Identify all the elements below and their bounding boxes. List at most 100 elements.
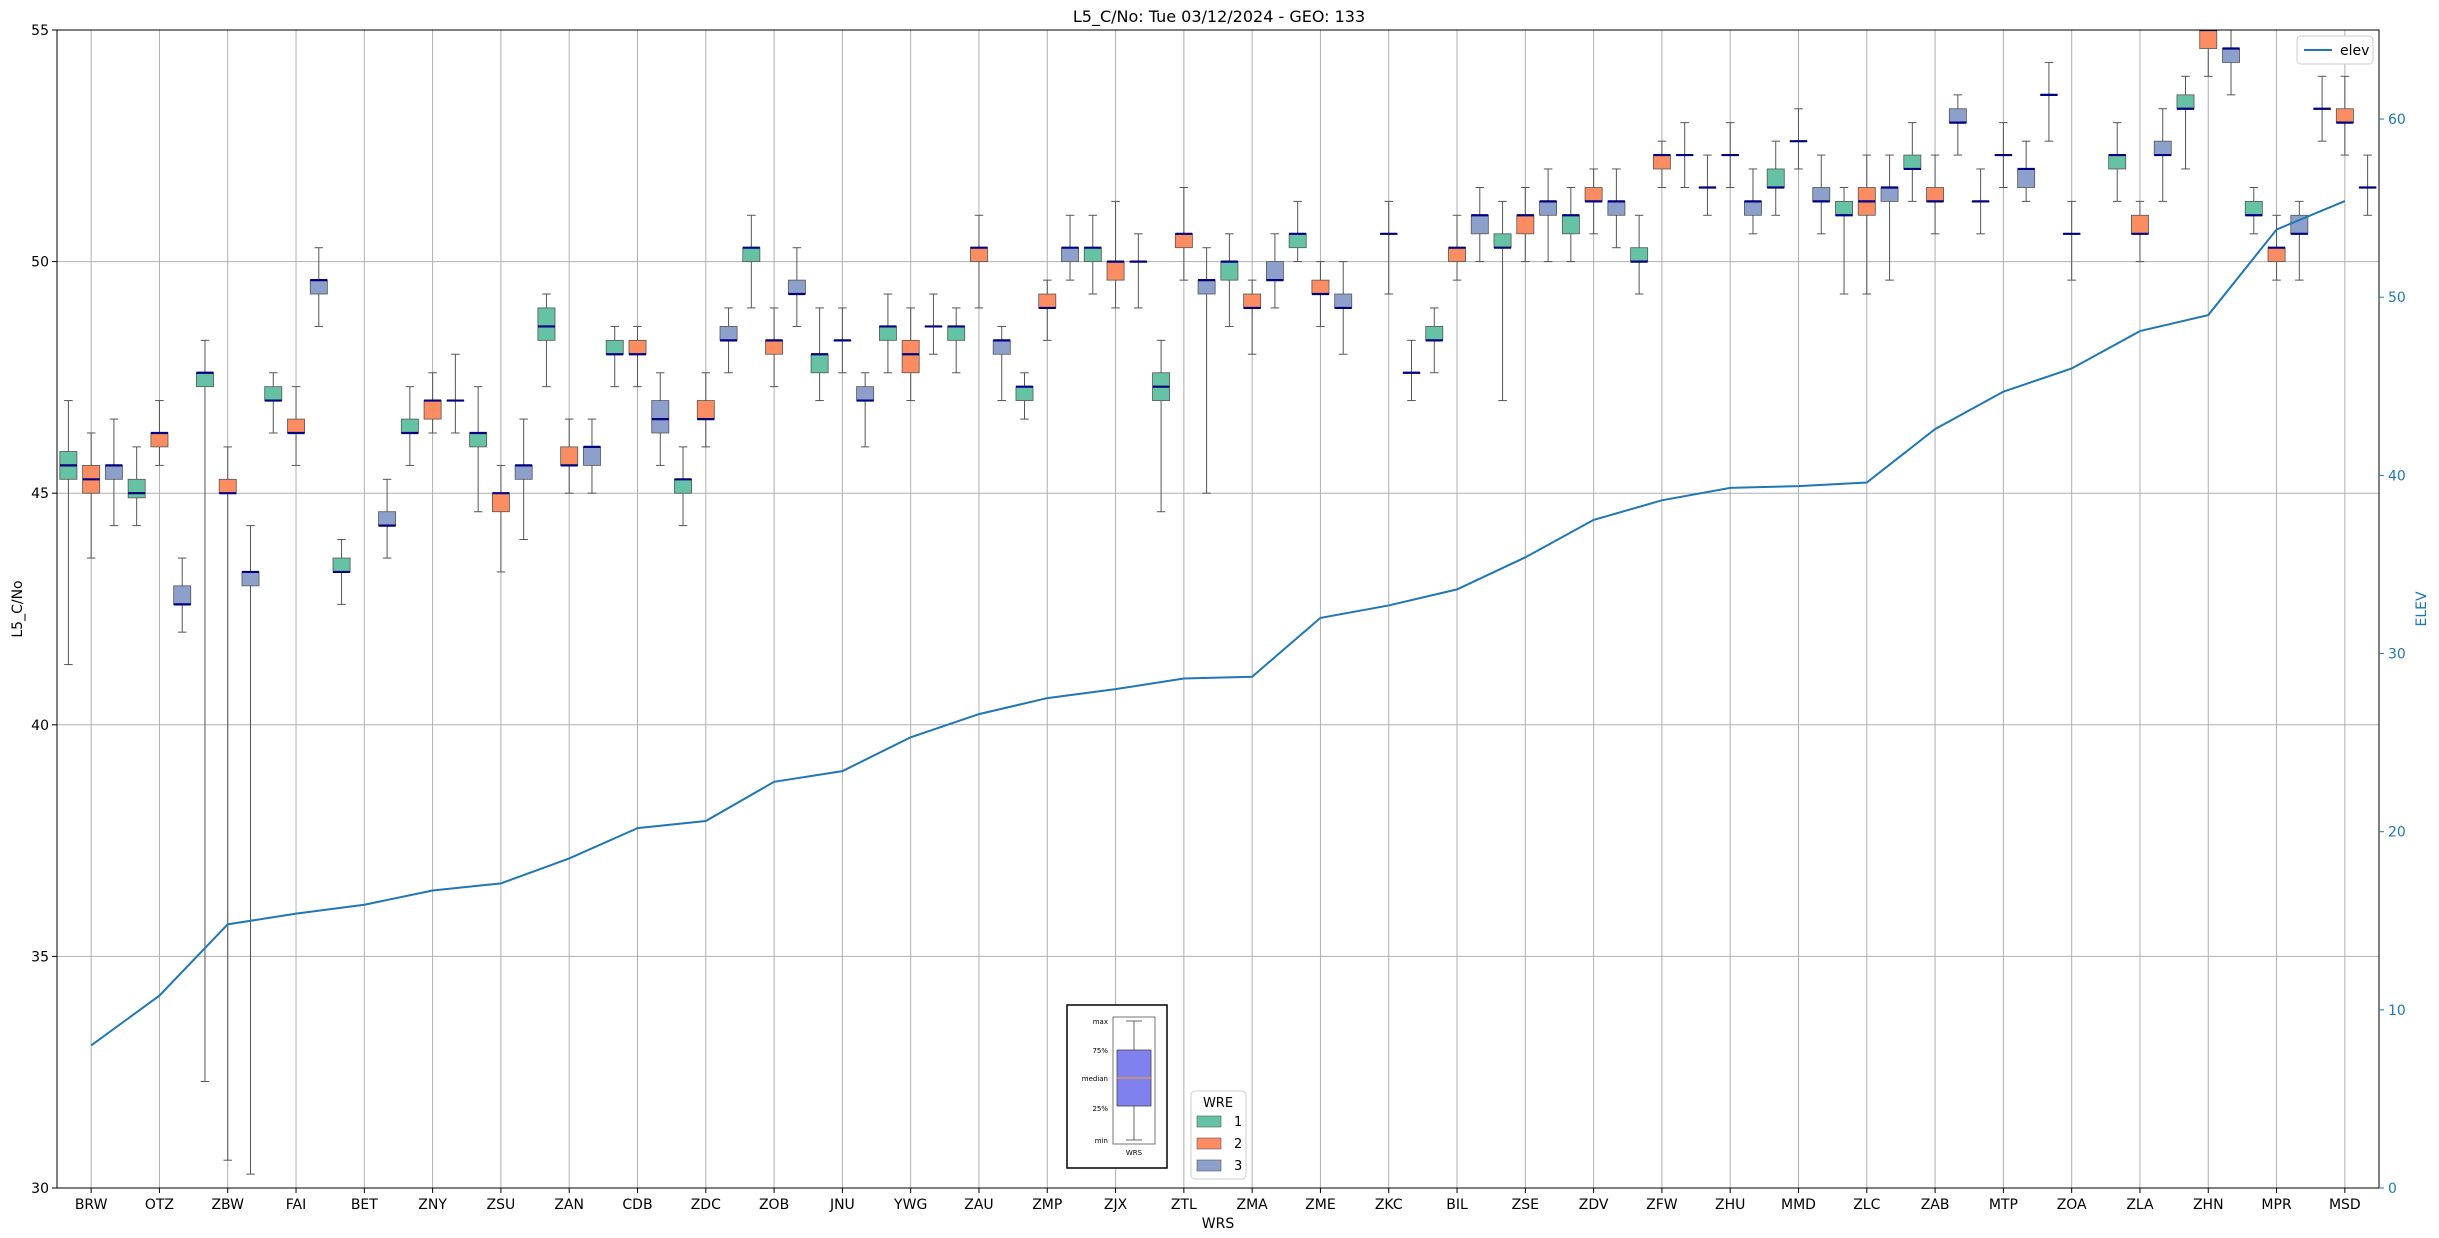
box-iqr [150,432,169,448]
box-iqr [2382,76,2399,77]
box-iqr [264,386,283,401]
box-iqr [1311,279,1330,295]
x-tick-label: ZBW [211,1197,244,1213]
box-ZMA-wre-3 [1265,233,1284,309]
box-iqr [1539,200,1558,216]
x-tick-label: ZLA [2126,1197,2154,1213]
wre-legend: WRE 1 2 3 [1190,1090,1247,1180]
wre-legend-swatch-1 [1196,1115,1222,1128]
box-ZOB-wre-3 [787,247,806,327]
box-ZHU-wre-2 [1721,122,1740,188]
box-ZKC-wre-3 [1402,339,1421,402]
box-iqr [469,432,488,448]
x-tick-label: ZLC [1853,1197,1880,1213]
box-iqr [560,446,579,466]
box-iqr [878,326,897,341]
x-tick-label: OTZ [145,1197,174,1213]
x-tick-label: JNU [829,1197,855,1213]
box-ZLA-wre-3 [2153,108,2172,202]
box-MSD-wre-3 [2358,154,2377,216]
box-ZSE-wre-2 [1516,186,1535,263]
plot-frame [56,29,2380,1189]
box-iqr [2108,154,2127,170]
box-FAI-wre-2 [287,386,305,466]
y2-axis: 0 10 20 30 40 50 60 [2379,112,2406,1197]
x-tick-label: ZSE [1512,1197,1539,1213]
box-BRW-wre-3 [104,418,123,527]
box-ZJX-wre-2 [1106,200,1125,309]
box-iqr [2427,49,2439,50]
y-axis-label: L5_C/No [10,580,26,637]
box-ZTL-wre-2 [1174,186,1193,281]
box-iqr [1630,247,1649,262]
box-ZFW-wre-1 [1630,214,1649,295]
box-BRW-wre-1 [59,400,78,666]
box-iqr [787,279,806,295]
box-ZHN-wre-2 [2199,30,2218,77]
key-label-median: median [1082,1075,1108,1083]
y2-tick-label: 10 [2388,1003,2406,1019]
box-iqr [1197,279,1216,295]
elev-legend-label: elev [2340,43,2369,59]
box-ZDC-wre-1 [674,446,692,527]
key-label-min: min [1095,1137,1108,1145]
y-tick-label: 40 [31,718,49,734]
box-ZBW-wre-2 [218,446,237,1161]
box-iqr [1812,187,1831,202]
box-ZLA-wre-2 [2131,200,2149,263]
box-ZDV-wre-1 [1561,186,1580,263]
x-tick-label: MTP [1989,1197,2018,1213]
box-iqr [173,585,192,605]
x-tick-label: ZDC [691,1197,721,1213]
box-iqr [1243,293,1262,309]
box-ZME-wre-2 [1311,261,1330,327]
box-ZAB-wre-1 [1903,122,1922,202]
box-ZSU-wre-3 [514,418,533,541]
box-ZBW-wre-1 [196,339,214,1082]
box-MPR-wre-1 [2244,186,2263,235]
x-tick-label: ZFW [1646,1197,1678,1213]
box-MPR-wre-2 [2267,214,2286,281]
x-tick-label: ZOA [2057,1197,2087,1213]
box-iqr [1516,214,1535,235]
x-tick-label: ZME [1305,1197,1336,1213]
box-ZAN-wre-1 [537,293,556,388]
x-tick-label: BRW [75,1197,108,1213]
box-iqr [810,353,829,374]
box-ZFW-wre-3 [1675,122,1694,188]
x-tick-label: FAI [286,1197,306,1213]
box-iqr [2222,48,2240,63]
box-iqr [332,557,351,573]
box-iqr [378,511,397,527]
box-iqr [1448,247,1466,262]
box-iqr [1744,200,1762,216]
x-tick-label: MMD [1781,1197,1816,1213]
box-iqr [1425,326,1444,341]
x-tick-label: YWG [893,1197,927,1213]
box-ZAB-wre-3 [1948,94,1967,156]
box-iqr [1766,168,1785,188]
box-BIL-wre-2 [1448,214,1466,281]
box-iqr [2176,94,2195,110]
box-iqr [1038,293,1057,309]
box-ZMA-wre-2 [1243,279,1262,355]
box-iqr [719,326,738,341]
key-label-max: max [1093,1018,1108,1026]
x-tick-label: ZDV [1579,1197,1609,1213]
x-tick-label: ZOB [759,1197,789,1213]
box-iqr [696,400,715,420]
wre-legend-label-3: 3 [1234,1159,1242,1174]
box-iqr [605,339,624,355]
box-FAI-wre-3 [309,247,328,327]
box-ZTL-wre-3 [1197,247,1216,494]
box-iqr [514,465,533,480]
box-ZTL-wre-1 [1152,339,1171,513]
box-key-inset: max 75% median 25% min WRS [1066,1004,1168,1169]
box-ZHN-wre-1 [2176,75,2195,170]
box-ZDV-wre-3 [1607,168,1626,249]
box-undefined-wre-3 [2427,30,2439,76]
box-iqr [1265,261,1284,281]
x-tick-label: BET [351,1197,378,1213]
x-tick-label: CDB [622,1197,652,1213]
wre-legend-label-1: 1 [1234,1115,1242,1130]
